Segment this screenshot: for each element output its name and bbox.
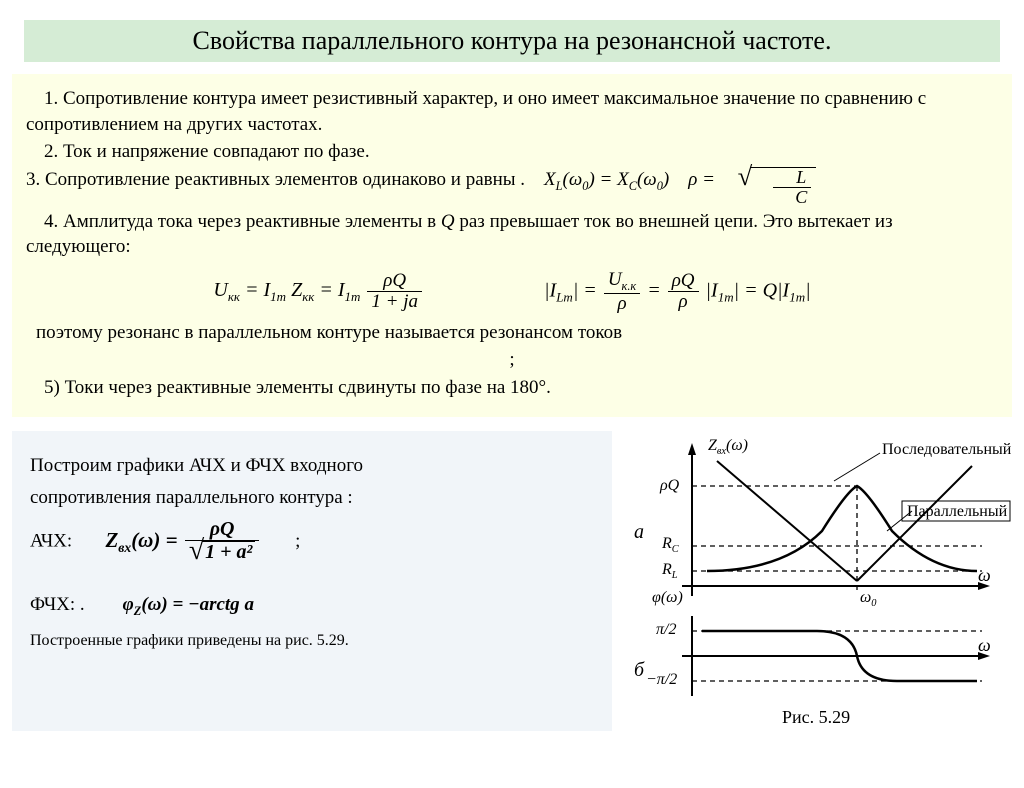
point-4-tail: поэтому резонанс в параллельном контуре … — [36, 320, 998, 346]
lower-intro-2: сопротивления параллельного контура : — [30, 483, 598, 513]
fchx-row: ФЧХ: . φZ(ω) = −arctg a — [30, 590, 598, 622]
point-3-text: 3. Сопротивление реактивных элементов од… — [26, 169, 525, 190]
fchx-label: ФЧХ: . — [30, 594, 85, 615]
content-block: 1. Сопротивление контура имеет резистивн… — [12, 74, 1012, 417]
chart: Zвх(ω) Последовательный Параллельный ρQ … — [622, 431, 1012, 731]
point-1: 1. Сопротивление контура имеет резистивн… — [26, 86, 998, 137]
lower-text-block: Построим графики АЧХ и ФЧХ входного сопр… — [12, 431, 612, 731]
achx-row: АЧХ: Zвх(ω) = ρQ √1 + a² ; — [30, 519, 598, 564]
formula-zvx: Zвх(ω) = ρQ √1 + a² — [105, 528, 266, 552]
point-5: 5) Токи через реактивные элементы сдвину… — [26, 375, 998, 401]
fig-caption: Построенные графики приведены на рис. 5.… — [30, 628, 598, 654]
formula-ilm: |ILm| = Uк.кρ = ρQρ |I1m| = Q|I1m| — [544, 270, 811, 314]
formula-rho: ρ = √LC — [688, 169, 816, 190]
point-3: 3. Сопротивление реактивных элементов од… — [26, 169, 816, 190]
formula-ukk: Uкк = I1m Zкк = I1m ρQ1 + ja — [213, 271, 424, 312]
semicolon-1: ; — [26, 347, 998, 373]
point-4: 4. Амплитуда тока через реактивные элеме… — [26, 209, 998, 260]
slide-title: Свойства параллельного контура на резона… — [24, 20, 1000, 62]
formula-xlxc: XL(ω0) = XC(ω0) — [544, 169, 669, 190]
point-4a: 4. Амплитуда тока через реактивные элеме… — [44, 211, 441, 232]
formula-phiz: φZ(ω) = −arctg a — [123, 594, 254, 615]
achx-label: АЧХ: — [30, 531, 72, 552]
formula-row: Uкк = I1m Zкк = I1m ρQ1 + ja |ILm| = Uк.… — [26, 270, 998, 314]
lower-intro-1: Построим графики АЧХ и ФЧХ входного — [30, 451, 598, 481]
point-2: 2. Ток и напряжение совпадают по фазе. — [26, 139, 998, 165]
point-4q: Q — [441, 211, 455, 232]
